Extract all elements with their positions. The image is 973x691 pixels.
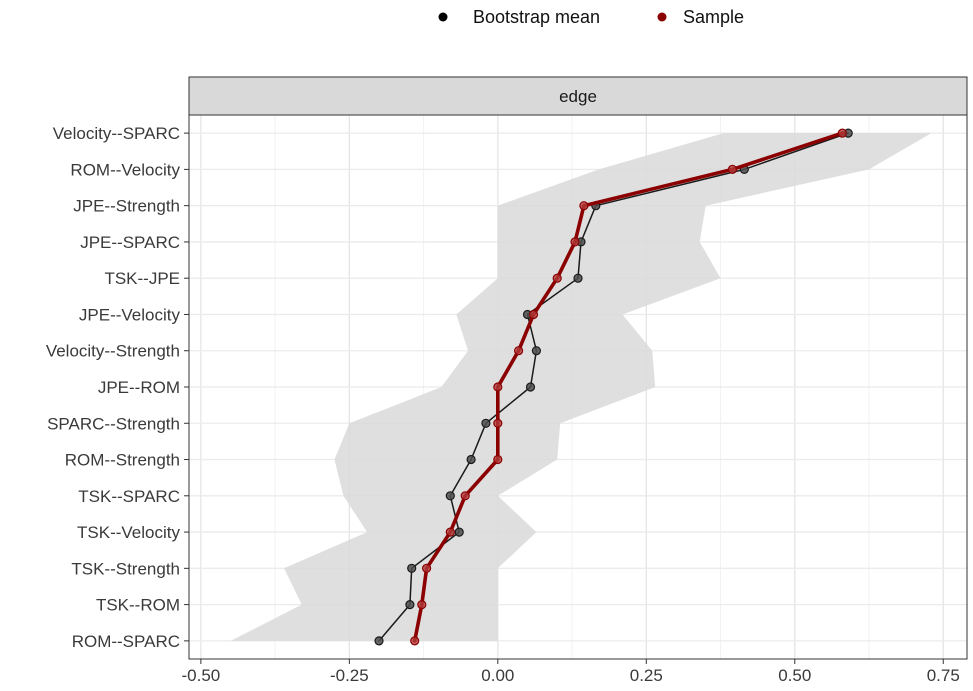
legend-bootstrap-label: Bootstrap mean [473,7,600,27]
sample-point [838,129,846,137]
legend-sample-label: Sample [683,7,744,27]
y-tick-label: JPE--Velocity [79,305,181,324]
bootstrap-mean-point [375,637,383,645]
y-tick-label: JPE--ROM [98,378,180,397]
x-axis: -0.50 -0.25 0.00 0.25 0.50 0.75 [182,659,960,685]
legend-bootstrap-dot [439,13,448,22]
y-tick-label: Velocity--Strength [46,342,180,361]
y-tick-label: TSK--SPARC [78,487,180,506]
bootstrap-mean-point [532,347,540,355]
y-tick-label: JPE--SPARC [80,233,180,252]
bootstrap-mean-point [467,456,475,464]
bootstrap-mean-point [408,564,416,572]
x-tick-label: 0.50 [778,666,811,685]
sample-point [530,311,538,319]
x-tick-label: -0.25 [330,666,369,685]
sample-point [728,165,736,173]
sample-point [580,202,588,210]
y-tick-label: ROM--Velocity [70,160,180,179]
legend-sample-dot [658,13,667,22]
bootstrap-mean-point [574,274,582,282]
sample-point [494,419,502,427]
y-tick-label: TSK--Strength [71,559,180,578]
bootstrap-mean-point [527,383,535,391]
sample-point [418,601,426,609]
sample-point [494,383,502,391]
facet-strip-title: edge [559,87,597,106]
bootstrap-mean-point [406,601,414,609]
y-tick-label: JPE--Strength [73,197,180,216]
sample-point [423,564,431,572]
bootstrap-mean-point [455,528,463,536]
bootstrap-mean-point [446,492,454,500]
sample-point [461,492,469,500]
legend: Bootstrap mean Sample [439,7,745,27]
y-axis: Velocity--SPARC ROM--Velocity JPE--Strengt… [46,124,189,651]
y-tick-label: ROM--SPARC [72,632,180,651]
sample-point [446,528,454,536]
y-tick-label: Velocity--SPARC [53,124,180,143]
x-tick-label: -0.50 [182,666,221,685]
x-tick-label: 0.75 [927,666,960,685]
x-tick-label: 0.00 [481,666,514,685]
sample-point [494,456,502,464]
sample-point [515,347,523,355]
y-tick-label: TSK--JPE [104,269,180,288]
sample-point [411,637,419,645]
sample-point [553,274,561,282]
y-tick-label: TSK--ROM [96,596,180,615]
y-tick-label: SPARC--Strength [47,414,180,433]
y-tick-label: TSK--Velocity [77,523,180,542]
y-tick-label: ROM--Strength [65,451,180,470]
facet-strip: edge [189,77,967,115]
x-tick-label: 0.25 [630,666,663,685]
sample-point [571,238,579,246]
bootstrap-mean-point [482,419,490,427]
